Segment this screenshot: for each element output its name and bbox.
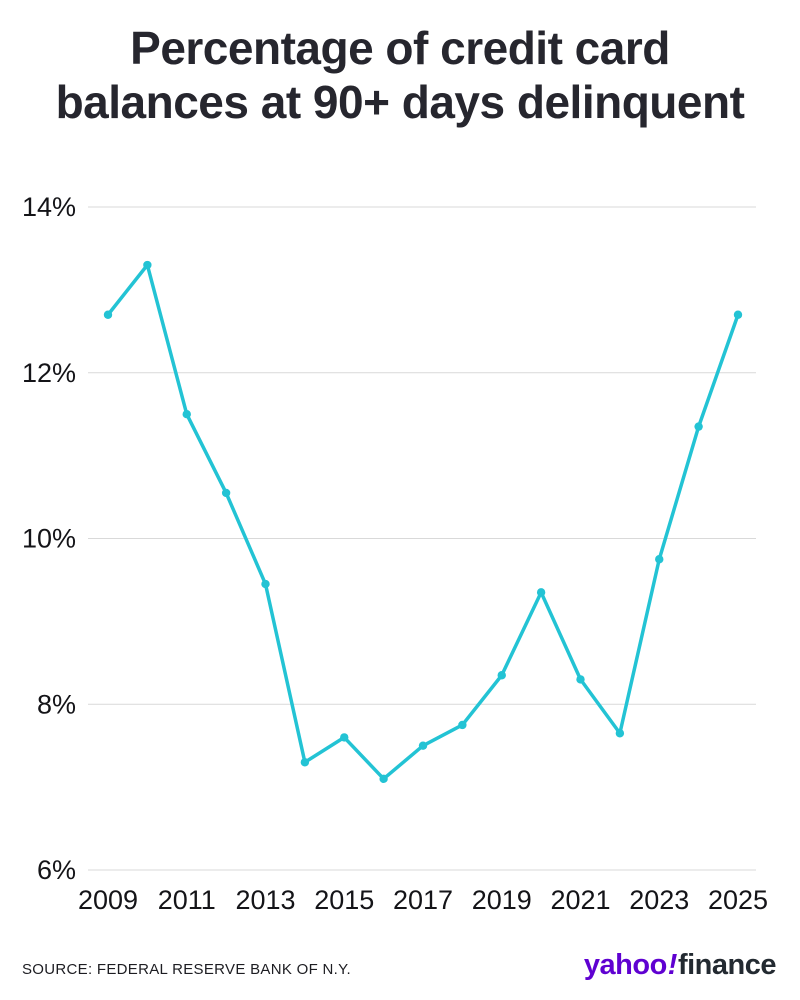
y-tick-label: 8%	[37, 689, 76, 719]
data-point	[143, 260, 152, 270]
title-line-1: Percentage of credit card	[130, 22, 670, 74]
data-point	[576, 675, 585, 684]
yahoo-finance-logo: yahoo!finance	[583, 949, 777, 982]
x-tick-label: 2015	[314, 885, 374, 915]
footer: SOURCE: FEDERAL RESERVE BANK OF N.Y. yah…	[0, 949, 800, 982]
y-tick-label: 6%	[37, 855, 76, 885]
data-point	[340, 733, 349, 742]
x-tick-label: 2025	[708, 885, 768, 915]
y-tick-label: 10%	[22, 524, 76, 554]
data-point	[458, 720, 467, 730]
data-point	[182, 409, 191, 419]
data-point	[536, 588, 546, 597]
x-tick-label: 2013	[235, 885, 295, 915]
chart-svg: 6% 8% 10% 12% 14% 2009 2011 2013 2015 2017 2019 202…	[22, 192, 768, 915]
data-point	[300, 758, 310, 767]
brand-yahoo: yahoo	[583, 949, 667, 981]
data-point	[221, 488, 231, 498]
data-point	[733, 310, 743, 319]
line-chart: 6% 8% 10% 12% 14% 2009 2011 2013 2015 2017 2019 202…	[0, 162, 800, 922]
data-point	[418, 741, 428, 750]
data-point	[103, 310, 113, 319]
data-point	[261, 579, 270, 589]
title-line-2: balances at 90+ days delinquent	[55, 75, 745, 128]
source-note: SOURCE: FEDERAL RESERVE BANK OF N.Y.	[22, 961, 351, 978]
data-point	[615, 729, 625, 738]
page-title: Percentage of credit card balances at 90…	[0, 0, 800, 130]
x-tick-label: 2019	[472, 885, 532, 915]
data-point	[497, 671, 506, 680]
trend-line	[106, 263, 740, 781]
data-point	[379, 774, 388, 784]
data-point	[694, 422, 703, 431]
y-tick-label: 12%	[22, 358, 76, 388]
y-tick-label: 14%	[22, 192, 76, 222]
data-point	[655, 555, 664, 564]
x-tick-label: 2011	[158, 885, 216, 915]
x-tick-label: 2021	[550, 885, 610, 915]
x-tick-label: 2009	[78, 885, 138, 915]
brand-exclamation-icon: !	[667, 949, 678, 981]
x-tick-label: 2017	[393, 885, 453, 915]
brand-finance: finance	[677, 949, 777, 981]
x-tick-label: 2023	[629, 885, 689, 915]
